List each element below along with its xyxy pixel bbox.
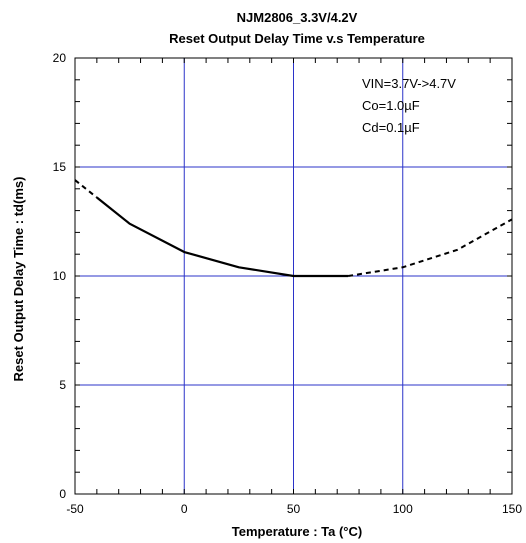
x-tick-label: 150 bbox=[502, 502, 522, 516]
x-tick-label: 50 bbox=[287, 502, 301, 516]
series-group bbox=[74, 179, 513, 278]
x-tick-label: 100 bbox=[393, 502, 413, 516]
y-tick-label: 20 bbox=[53, 51, 67, 65]
y-axis-label: Reset Output Delay Time : td(ms) bbox=[11, 177, 26, 382]
y-tick-label: 10 bbox=[53, 269, 67, 283]
minor-ticks bbox=[74, 57, 513, 495]
conditions-annotation: VIN=3.7V->4.7V Co=1.0µF Cd=0.1µF bbox=[362, 76, 456, 135]
annotation-cd: Cd=0.1µF bbox=[362, 120, 420, 135]
chart-title-line1: NJM2806_3.3V/4.2V bbox=[237, 10, 358, 25]
y-tick-label: 0 bbox=[59, 487, 66, 501]
plot-area-frame bbox=[74, 57, 513, 495]
y-tick-label: 5 bbox=[59, 378, 66, 392]
annotation-vin: VIN=3.7V->4.7V bbox=[362, 76, 456, 91]
y-tick-labels: 0 5 10 15 20 bbox=[53, 51, 67, 501]
x-tick-label: 0 bbox=[181, 502, 188, 516]
x-tick-labels: -50 0 50 100 150 bbox=[66, 502, 522, 516]
series-line-solid bbox=[96, 196, 349, 278]
series-line-dashed bbox=[74, 179, 98, 199]
x-tick-label: -50 bbox=[66, 502, 84, 516]
series-line-dashed bbox=[347, 218, 513, 277]
annotation-co: Co=1.0µF bbox=[362, 98, 420, 113]
x-axis-label: Temperature : Ta (°C) bbox=[232, 524, 362, 539]
y-tick-label: 15 bbox=[53, 160, 67, 174]
chart-title-line2: Reset Output Delay Time v.s Temperature bbox=[169, 31, 425, 46]
